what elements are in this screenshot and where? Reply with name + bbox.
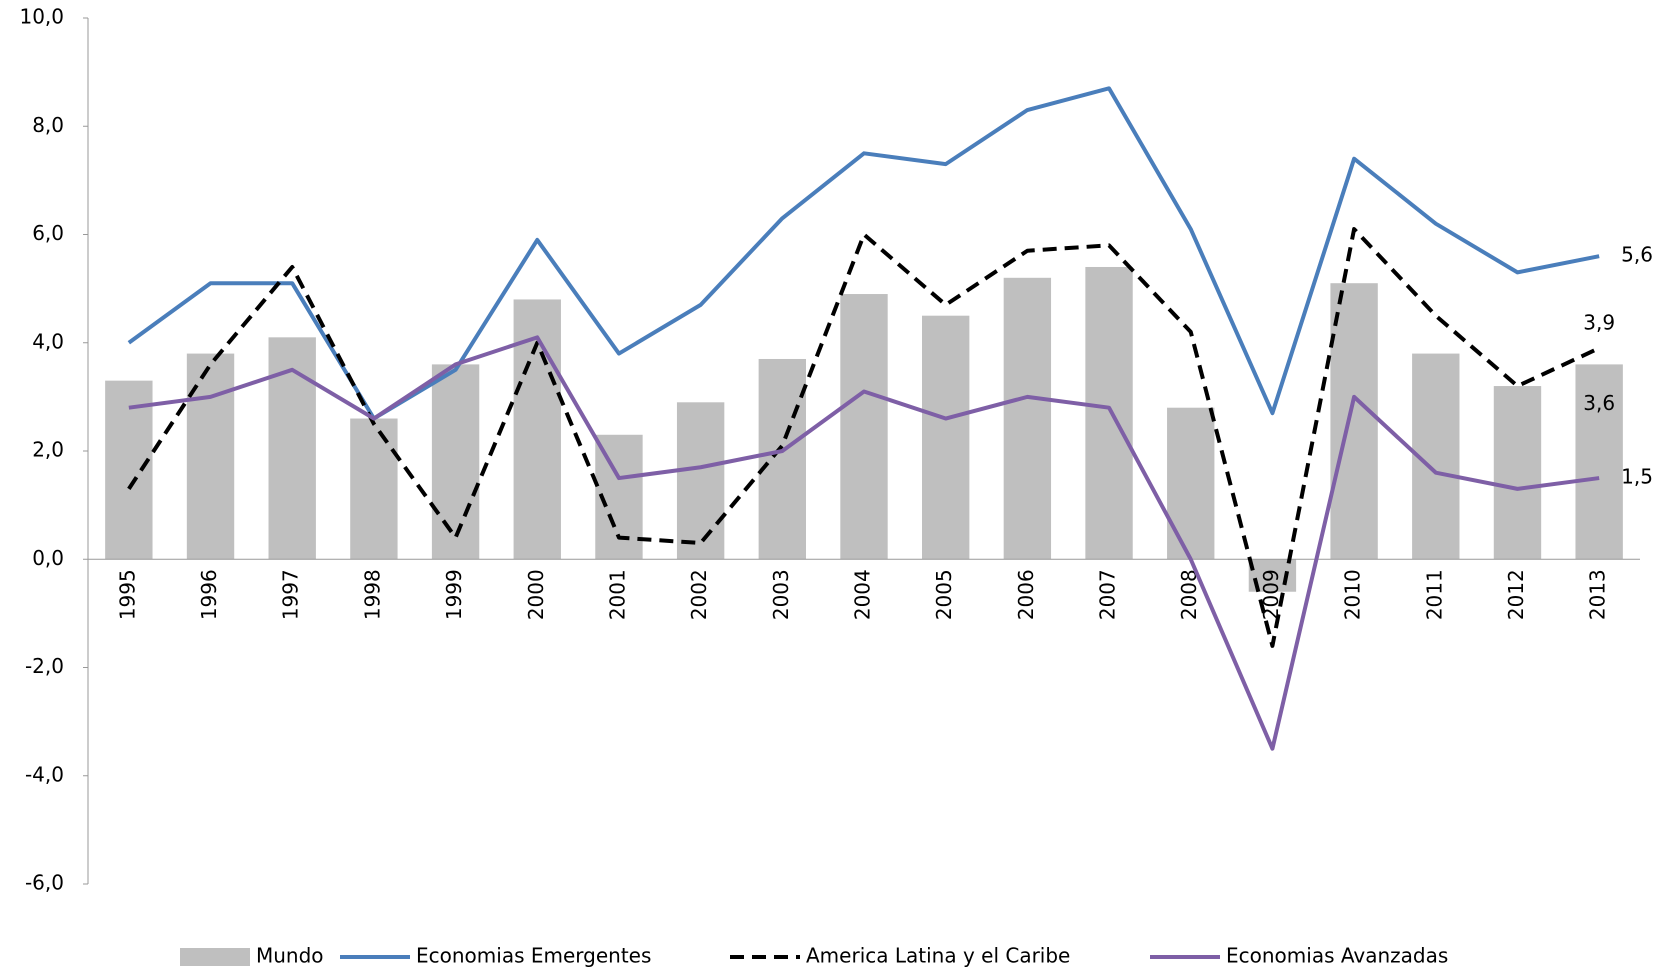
bar xyxy=(1004,278,1051,559)
x-tick-label: 2011 xyxy=(1422,569,1446,620)
bar xyxy=(1330,283,1377,559)
y-tick-label: 8,0 xyxy=(32,113,64,137)
data-label: 3,9 xyxy=(1583,311,1615,335)
legend-label: Economias Emergentes xyxy=(416,944,651,968)
legend-swatch xyxy=(180,948,250,966)
data-label: 3,6 xyxy=(1583,391,1615,415)
bar xyxy=(677,402,724,559)
x-tick-label: 2004 xyxy=(851,569,875,620)
bar xyxy=(187,354,234,560)
x-tick-label: 1999 xyxy=(442,569,466,620)
x-tick-label: 2007 xyxy=(1096,569,1120,620)
bar xyxy=(432,364,479,559)
y-tick-label: -6,0 xyxy=(25,871,64,895)
bar xyxy=(840,294,887,559)
data-label: 5,6 xyxy=(1621,243,1653,267)
y-tick-label: 6,0 xyxy=(32,221,64,245)
x-tick-label: 2003 xyxy=(769,569,793,620)
legend-label: America Latina y el Caribe xyxy=(806,944,1070,968)
legend-label: Mundo xyxy=(256,944,324,968)
x-tick-label: 1998 xyxy=(360,569,384,620)
y-tick-label: -4,0 xyxy=(25,762,64,786)
bar xyxy=(922,316,969,560)
data-label: 1,5 xyxy=(1621,465,1653,489)
x-tick-label: 2005 xyxy=(932,569,956,620)
x-tick-label: 2010 xyxy=(1341,569,1365,620)
bar xyxy=(1085,267,1132,559)
x-tick-label: 1996 xyxy=(197,569,221,620)
legend-label: Economias Avanzadas xyxy=(1226,944,1448,968)
y-tick-label: -2,0 xyxy=(25,654,64,678)
x-tick-label: 2002 xyxy=(687,569,711,620)
x-tick-label: 1995 xyxy=(115,569,139,620)
bar xyxy=(759,359,806,559)
x-tick-label: 1997 xyxy=(279,569,303,620)
chart: -6,0 -4,0 -2,0 0,0 2,0 4,0 6,0 8,0 10,0 1995 1996 1… xyxy=(0,0,1669,977)
x-tick-label: 2006 xyxy=(1014,569,1038,620)
y-tick-label: 2,0 xyxy=(32,438,64,462)
x-tick-label: 2000 xyxy=(524,569,548,620)
y-tick-label: 4,0 xyxy=(32,329,64,353)
x-tick-label: 2013 xyxy=(1586,569,1610,620)
bar xyxy=(350,419,397,560)
y-tick-label: 10,0 xyxy=(19,5,64,29)
bar xyxy=(1494,386,1541,559)
x-tick-label: 2001 xyxy=(605,569,629,620)
bar xyxy=(1167,408,1214,560)
y-tick-label: 0,0 xyxy=(32,546,64,570)
x-tick-label: 2012 xyxy=(1504,569,1528,620)
